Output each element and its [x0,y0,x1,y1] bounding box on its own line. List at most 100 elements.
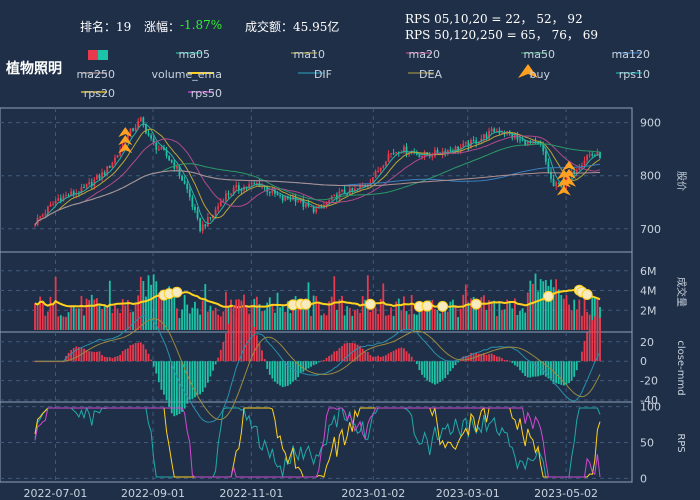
candle-body [307,203,310,207]
volume-bar [436,309,439,330]
volume-bar [126,300,129,330]
volume-bar [408,314,410,330]
volume-bar [397,298,400,330]
macd-bar [483,353,485,362]
volume-bar [454,305,457,330]
volume-bar [250,304,253,330]
candle-body [34,224,36,226]
rps50-line [34,407,601,478]
volume-bar [49,296,52,330]
candle-body [310,206,312,208]
legend-label-ma10: ma10 [294,48,325,61]
x-tick-label: 2022-11-01 [219,487,283,500]
candle-body [550,171,552,179]
volume-bar [39,296,42,330]
macd-bar [209,361,212,377]
price-tick-label: 900 [640,117,661,130]
candle-body [72,191,75,195]
macd-bar [261,350,263,362]
macd-bar [573,361,576,377]
volume-bar [459,308,462,330]
buy-signal-marker [562,160,577,171]
macd-bar [586,332,588,362]
candle-body [418,154,421,158]
volume-bar [521,308,524,330]
macd-bar [196,361,199,396]
x-tick-label: 2022-07-01 [23,487,87,500]
candle-body [145,123,147,134]
volume-bar [555,279,558,330]
candle-body [134,127,137,131]
macd-bar [596,316,599,362]
volume-bar [550,279,552,330]
macd-bar [243,302,245,362]
macd-bar [599,317,601,362]
candle-body [431,156,434,158]
candle-body [258,183,261,187]
macd-bar [173,361,176,417]
buy-signal-marker [556,169,571,180]
volume-bar [168,286,171,330]
macd-bar [268,361,271,375]
candle-body [103,172,106,175]
volume-bar [415,314,418,330]
volume-bar [106,306,109,330]
volume-bar [315,296,318,330]
macd-bar [338,348,341,362]
candle-body [449,149,452,151]
volume-bar [583,296,586,330]
macd-bar [508,360,511,362]
volume-bar [547,285,550,330]
candle-body [222,200,225,202]
candle-body [467,142,470,148]
macd-bar [444,361,447,378]
volume-bar [41,301,44,330]
macd-bar [160,361,163,390]
candle-body [188,189,191,198]
candle-body [116,155,119,158]
candle-body [101,172,103,179]
macd-bar [521,361,524,374]
candle-body [250,183,253,185]
candle-body [170,160,173,163]
candle-body [457,146,460,151]
volume-tick-label: 6M [640,265,657,278]
volume-bar [163,292,165,330]
volume-bar [542,281,545,330]
macd-bar [232,305,235,362]
volume-bar [513,298,516,330]
macd-bar [88,351,91,362]
volume-bar [62,316,65,330]
volume-bar [325,315,328,330]
volume-bar [160,294,163,330]
macd-bar [206,361,209,383]
candle-body [454,146,457,152]
candle-body [284,196,287,201]
macd-bar [400,347,403,362]
macd-bar [323,359,325,362]
volume-bar [88,300,91,330]
macd-bar [201,361,204,392]
candle-body [271,189,274,193]
candle-body [575,170,578,174]
volume-bar [462,294,465,330]
macd-bar [132,344,134,362]
macd-bar [493,354,496,362]
volume-bar [493,300,496,330]
macd-bar [519,361,521,371]
volume-bar [361,296,364,330]
volume-bar [354,310,356,330]
macd-tick-label: 20 [640,336,654,349]
axis-title-macd: close-mmd [675,340,686,395]
volume-bar [372,302,374,330]
macd-bar [501,358,503,362]
macd-bar [281,361,284,388]
macd-bar [524,361,527,376]
candle-body [106,166,109,175]
volume-bar [565,295,568,330]
volume-signal-marker [470,298,482,310]
macd-bar [83,348,85,362]
macd-bar [341,346,343,362]
legend-label-rps20: rps20 [84,87,115,100]
candle-body [57,198,60,201]
